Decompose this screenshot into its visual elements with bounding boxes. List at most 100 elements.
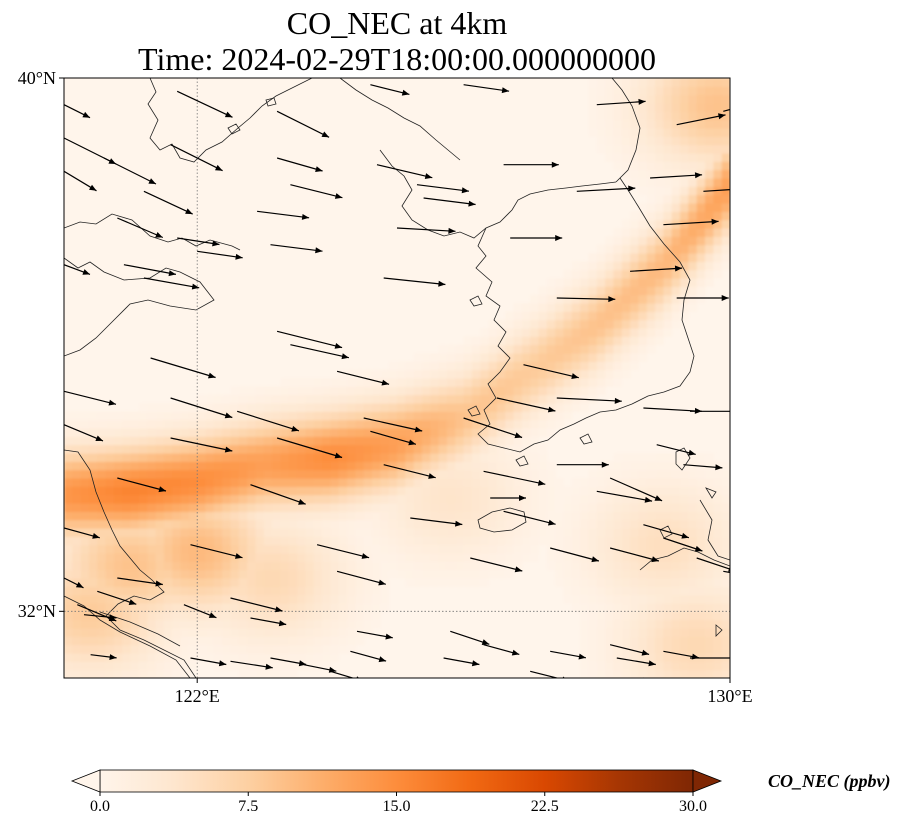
field-cell xyxy=(638,203,648,212)
field-cell xyxy=(188,561,198,571)
field-cell xyxy=(688,203,698,212)
field-cell xyxy=(705,636,714,646)
field-cell xyxy=(305,378,315,387)
wind-arrow xyxy=(576,185,636,192)
field-cell xyxy=(197,636,207,646)
field-cell xyxy=(197,453,207,462)
field-cell xyxy=(388,519,398,529)
field-cell xyxy=(446,528,456,537)
field-cell xyxy=(705,269,714,279)
field-cell xyxy=(338,369,348,379)
field-cell xyxy=(113,553,123,562)
field-cell xyxy=(471,428,481,437)
field-cell xyxy=(655,119,664,129)
field-cell xyxy=(688,253,698,262)
field-cell xyxy=(563,286,573,296)
field-cell xyxy=(621,336,631,346)
field-cell xyxy=(713,244,723,254)
field-cell xyxy=(580,378,589,387)
field-cell xyxy=(638,586,648,596)
field-cell xyxy=(455,528,465,537)
field-cell xyxy=(380,528,390,537)
field-cell xyxy=(580,361,589,371)
field-cell xyxy=(372,536,381,546)
field-cell xyxy=(147,661,157,671)
field-cell xyxy=(80,503,90,512)
field-cell xyxy=(80,478,90,487)
field-cell xyxy=(638,461,648,471)
field-cell xyxy=(405,469,415,479)
field-cell xyxy=(480,494,490,504)
field-cell xyxy=(438,444,448,454)
field-cell xyxy=(213,394,223,404)
field-cell xyxy=(671,194,681,204)
field-cell xyxy=(696,486,706,496)
field-cell xyxy=(471,569,481,579)
field-cell xyxy=(646,136,656,146)
field-cell xyxy=(330,503,340,512)
field-cell xyxy=(638,103,648,112)
field-cell xyxy=(388,486,398,496)
colorbar-extend-high xyxy=(692,769,723,793)
field-cell xyxy=(721,594,730,604)
field-cell xyxy=(180,594,190,604)
field-cell xyxy=(180,644,190,654)
field-cell xyxy=(688,178,698,187)
field-cell xyxy=(355,386,365,396)
field-cell xyxy=(488,319,498,329)
field-cell xyxy=(272,594,281,604)
field-cell xyxy=(238,586,248,596)
field-cell xyxy=(705,494,714,504)
field-cell xyxy=(430,428,440,437)
field-cell xyxy=(422,369,431,379)
field-cell xyxy=(297,603,306,612)
field-cell xyxy=(505,453,515,462)
field-cell xyxy=(313,636,323,646)
field-cell xyxy=(680,236,689,246)
field-cell xyxy=(430,378,440,387)
field-cell xyxy=(80,586,90,596)
field-cell xyxy=(463,403,473,412)
field-cell xyxy=(596,386,606,396)
field-cell xyxy=(147,561,157,571)
field-cell xyxy=(80,486,90,496)
field-cell xyxy=(638,178,648,187)
field-cell xyxy=(397,478,406,487)
field-cell xyxy=(222,494,232,504)
field-cell xyxy=(563,536,573,546)
field-cell xyxy=(596,111,606,121)
field-cell xyxy=(197,569,207,579)
field-cell xyxy=(363,428,373,437)
field-cell xyxy=(347,644,356,654)
field-cell xyxy=(89,436,98,446)
field-cell xyxy=(671,511,681,521)
field-cell xyxy=(105,636,115,646)
field-cell xyxy=(621,578,631,587)
field-cell xyxy=(180,494,190,504)
field-cell xyxy=(721,661,730,671)
wind-arrow xyxy=(117,217,164,239)
field-cell xyxy=(72,619,82,629)
field-cell xyxy=(613,511,623,521)
field-cell xyxy=(80,669,90,678)
field-cell xyxy=(630,78,639,87)
field-cell xyxy=(546,353,556,362)
field-cell xyxy=(646,161,656,171)
field-cell xyxy=(680,219,689,229)
field-cell xyxy=(122,511,132,521)
field-cell xyxy=(638,336,648,346)
field-cell xyxy=(89,469,98,479)
field-cell xyxy=(64,603,73,612)
field-cell xyxy=(313,394,323,404)
field-cell xyxy=(380,461,390,471)
field-cell xyxy=(546,469,556,479)
field-cell xyxy=(621,344,631,354)
field-cell xyxy=(630,303,639,312)
field-cell xyxy=(330,536,340,546)
field-cell xyxy=(705,261,714,271)
field-cell xyxy=(288,578,298,587)
field-cell xyxy=(705,111,714,121)
field-cell xyxy=(80,594,90,604)
field-cell xyxy=(263,544,273,554)
field-cell xyxy=(180,428,190,437)
